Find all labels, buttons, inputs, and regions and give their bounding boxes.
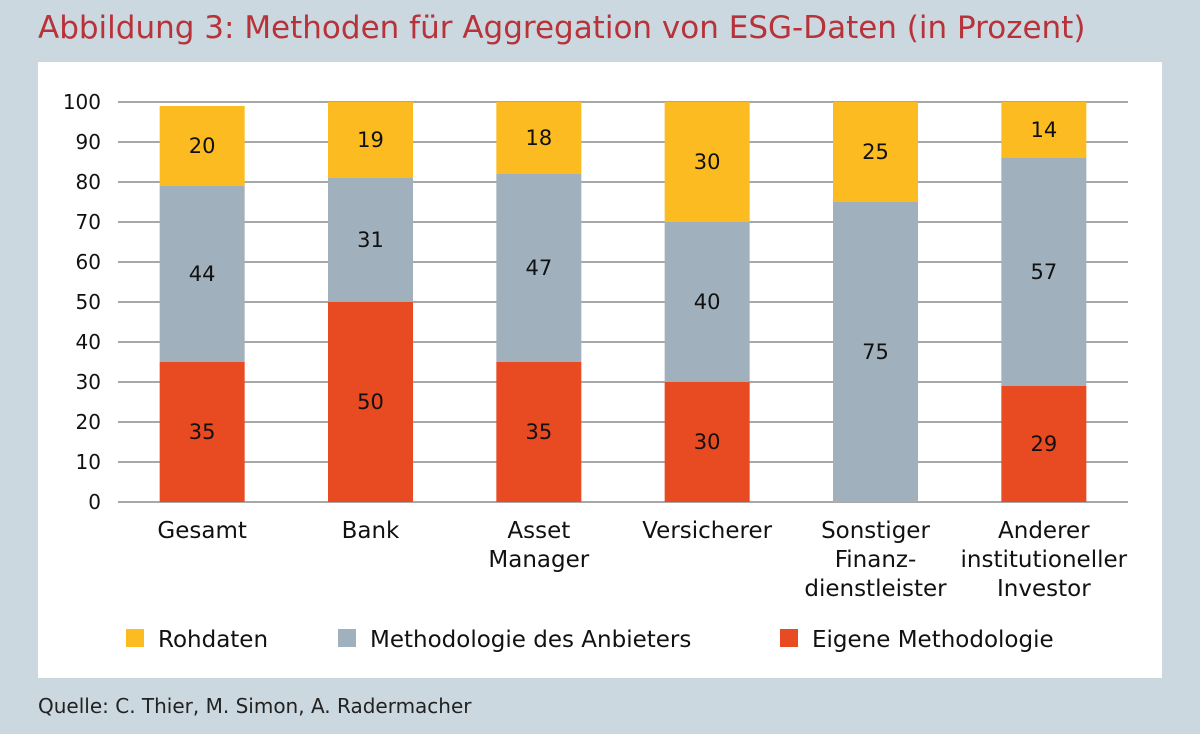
legend-swatch	[126, 629, 144, 647]
x-category-label: Asset Manager	[488, 518, 589, 573]
data-label: 35	[525, 420, 552, 444]
data-label: 25	[862, 140, 889, 164]
data-label: 14	[1030, 118, 1057, 142]
bar-segment	[833, 102, 918, 202]
data-label: 35	[189, 420, 216, 444]
chart-title: Abbildung 3: Methoden für Aggregation vo…	[38, 10, 1086, 46]
source-note: Quelle: C. Thier, M. Simon, A. Radermach…	[38, 694, 472, 718]
data-label: 47	[525, 256, 552, 280]
x-category-label-line: Sonstiger	[821, 518, 930, 544]
y-tick-label: 90	[76, 130, 101, 154]
x-category-label-line: dienstleister	[804, 576, 947, 602]
data-label: 44	[189, 262, 216, 286]
bar-segment	[1001, 386, 1087, 502]
x-category-label-line: Versicherer	[642, 518, 772, 544]
bar-segment	[664, 102, 750, 222]
x-category-label-line: Gesamt	[157, 518, 246, 544]
data-label: 57	[1030, 260, 1057, 284]
y-tick-label: 0	[88, 490, 101, 514]
y-tick-label: 10	[76, 450, 101, 474]
data-label: 18	[525, 126, 552, 150]
legend-swatch	[338, 629, 356, 647]
x-category-label-line: institutioneller	[961, 547, 1128, 573]
y-tick-label: 20	[76, 410, 101, 434]
bar-segment	[1001, 158, 1087, 386]
bar-segment	[328, 102, 413, 178]
bar-segment	[833, 202, 918, 502]
x-category-label: Bank	[342, 518, 400, 544]
x-category-label-line: Investor	[997, 576, 1091, 602]
bar-segment	[159, 106, 245, 186]
x-category-label: Gesamt	[157, 518, 246, 544]
data-label: 31	[357, 228, 384, 252]
legend-label: Rohdaten	[158, 627, 268, 653]
x-category-label-line: Asset	[507, 518, 570, 544]
x-category-label-line: Finanz-	[835, 547, 917, 573]
legend-swatch	[780, 629, 798, 647]
x-category-label-line: Bank	[342, 518, 400, 544]
bar-segment	[664, 222, 750, 382]
legend-label: Eigene Methodologie	[812, 627, 1054, 653]
bar-segment	[496, 102, 582, 174]
x-category-label-line: Anderer	[998, 518, 1090, 544]
x-category-label: Sonstiger Finanz-dienstleister	[804, 518, 947, 602]
y-tick-label: 70	[76, 210, 101, 234]
bar-segment	[159, 362, 245, 502]
stacked-bar-chart: 0 10 20 30 40 50 60 70 80 90 100 35 44 20 Gesamt 50 31 19…	[63, 90, 1128, 653]
bar-segment	[159, 186, 245, 362]
y-tick-label: 30	[76, 370, 101, 394]
y-tick-label: 60	[76, 250, 101, 274]
x-category-label-line: Manager	[488, 547, 589, 573]
data-label: 20	[189, 134, 216, 158]
bar-segment	[328, 302, 413, 502]
bar-segment	[328, 178, 413, 302]
data-label: 50	[357, 390, 384, 414]
bar-segment	[496, 174, 582, 362]
data-label: 30	[694, 150, 721, 174]
y-tick-label: 50	[76, 290, 101, 314]
x-category-label: Versicherer	[642, 518, 772, 544]
bar-segment	[664, 382, 750, 502]
data-label: 30	[694, 430, 721, 454]
bar-segment	[496, 362, 582, 502]
bar-segment	[1001, 102, 1087, 158]
data-label: 29	[1030, 432, 1057, 456]
data-label: 75	[862, 340, 889, 364]
data-label: 40	[694, 290, 721, 314]
y-tick-label: 100	[63, 90, 101, 114]
chart-panel: 0 10 20 30 40 50 60 70 80 90 100 35 44 20 Gesamt 50 31 19…	[38, 62, 1162, 678]
data-label: 19	[357, 128, 384, 152]
legend-label: Methodologie des Anbieters	[370, 627, 691, 653]
x-category-label: Anderer institutioneller Investor	[961, 518, 1128, 602]
y-tick-label: 80	[76, 170, 101, 194]
y-tick-label: 40	[76, 330, 101, 354]
